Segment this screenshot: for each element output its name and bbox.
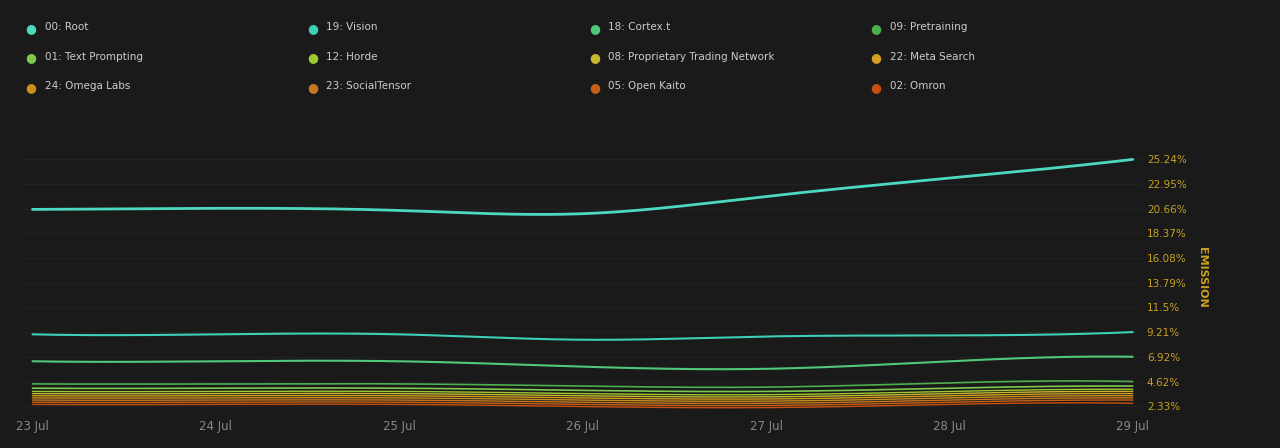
Text: 05: Open Kaito: 05: Open Kaito (608, 81, 686, 90)
Text: ●: ● (589, 52, 599, 65)
Text: 08: Proprietary Trading Network: 08: Proprietary Trading Network (608, 52, 774, 61)
Text: 24: Omega Labs: 24: Omega Labs (45, 81, 131, 90)
Text: 01: Text Prompting: 01: Text Prompting (45, 52, 143, 61)
Text: 09: Pretraining: 09: Pretraining (890, 22, 966, 32)
Text: ●: ● (26, 52, 36, 65)
Text: ●: ● (589, 22, 599, 35)
Text: ●: ● (589, 81, 599, 94)
Text: 18: Cortex.t: 18: Cortex.t (608, 22, 671, 32)
Text: 19: Vision: 19: Vision (326, 22, 378, 32)
Text: 12: Horde: 12: Horde (326, 52, 378, 61)
Text: ●: ● (26, 81, 36, 94)
Text: ●: ● (870, 81, 881, 94)
Text: ●: ● (26, 22, 36, 35)
Text: 02: Omron: 02: Omron (890, 81, 945, 90)
Text: ●: ● (870, 22, 881, 35)
Text: ●: ● (870, 52, 881, 65)
Text: 23: SocialTensor: 23: SocialTensor (326, 81, 411, 90)
Text: ●: ● (307, 52, 317, 65)
Text: ●: ● (307, 22, 317, 35)
Text: ●: ● (307, 81, 317, 94)
Text: 00: Root: 00: Root (45, 22, 88, 32)
Y-axis label: EMISSION: EMISSION (1197, 247, 1207, 308)
Text: 22: Meta Search: 22: Meta Search (890, 52, 974, 61)
